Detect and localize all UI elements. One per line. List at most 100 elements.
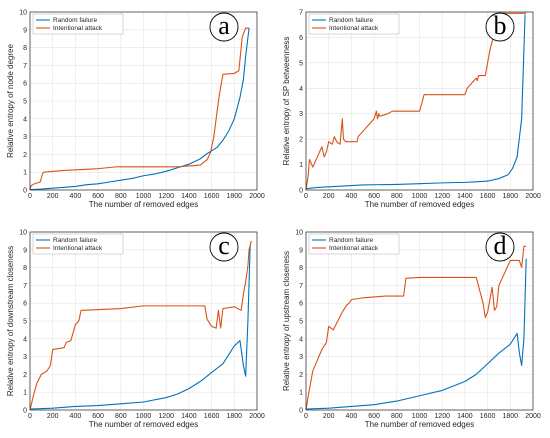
y-tick-label: 7 — [23, 63, 27, 70]
y-tick-label: 9 — [23, 247, 27, 254]
x-tick-label: 600 — [92, 193, 104, 200]
y-tick-label: 5 — [23, 99, 27, 106]
panel-letter-circle — [485, 232, 515, 262]
y-tick-label: 4 — [23, 336, 27, 343]
y-tick-label: 0 — [299, 188, 303, 195]
chart-panel-b: 0 200 400 600 800 1000 1200 1400 1600 1800 2000 0 1 2… — [282, 10, 541, 210]
y-tick-label: 6 — [23, 301, 27, 308]
y-tick-label: 1 — [299, 390, 303, 397]
y-axis-label: Relative entropy of SP betweenness — [282, 37, 291, 166]
x-tick-label: 1600 — [204, 193, 220, 200]
x-tick-label: 1800 — [227, 193, 243, 200]
x-tick-label: 600 — [368, 193, 380, 200]
legend-label-random-failure: Random failure — [329, 237, 373, 244]
y-tick-label: 6 — [23, 81, 27, 88]
y-tick-label: 8 — [299, 265, 303, 272]
axes-box — [29, 231, 258, 411]
x-tick-label: 2000 — [525, 413, 541, 420]
x-tick-label: 2000 — [249, 413, 265, 420]
legend-label-intentional-attack: Intentional attack — [329, 245, 379, 252]
panel-letter-circle — [209, 12, 239, 42]
x-tick-label: 1400 — [457, 193, 473, 200]
x-tick-label: 600 — [92, 413, 104, 420]
x-tick-label: 1200 — [434, 193, 450, 200]
x-tick-label: 1000 — [412, 193, 428, 200]
y-tick-label: 4 — [299, 86, 303, 93]
y-tick-label: 10 — [19, 230, 27, 237]
x-tick-label: 1200 — [434, 413, 450, 420]
y-tick-label: 6 — [299, 35, 303, 42]
x-tick-label: 200 — [323, 413, 335, 420]
x-tick-label: 2000 — [249, 193, 265, 200]
series-line-intentional-attack — [305, 12, 527, 191]
y-tick-label: 10 — [19, 10, 27, 17]
legend-label-random-failure: Random failure — [53, 237, 97, 244]
y-axis-label: Relative entropy of upstream closeness — [282, 251, 291, 391]
y-tick-label: 2 — [23, 372, 27, 379]
y-tick-label: 1 — [23, 170, 27, 177]
series-line-intentional-attack — [29, 240, 252, 411]
legend-label-intentional-attack: Intentional attack — [329, 25, 379, 32]
x-axis-label: The number of removed edges — [365, 420, 474, 429]
y-tick-label: 0 — [23, 188, 27, 195]
legend-label-random-failure: Random failure — [53, 17, 97, 24]
x-tick-label: 200 — [323, 193, 335, 200]
chart-panel-a: 0 200 400 600 800 1000 1200 1400 1600 1800 2000 0 1 2… — [6, 10, 265, 210]
panel-letter: a — [218, 11, 230, 40]
y-tick-label: 5 — [299, 319, 303, 326]
y-tick-label: 10 — [295, 230, 303, 237]
y-tick-label: 7 — [299, 10, 303, 17]
series-line-random-failure — [29, 27, 250, 191]
y-tick-label: 3 — [23, 354, 27, 361]
x-tick-label: 1800 — [503, 413, 519, 420]
x-tick-label: 200 — [47, 193, 59, 200]
y-tick-label: 8 — [23, 265, 27, 272]
x-tick-label: 800 — [391, 413, 403, 420]
legend-box — [32, 13, 124, 35]
x-tick-label: 1400 — [181, 193, 197, 200]
legend-box — [308, 233, 400, 255]
chart-panel-d: 0 200 400 600 800 1000 1200 1400 1600 1800 2000 0 1 2… — [282, 230, 541, 430]
x-axis-label: The number of removed edges — [89, 200, 198, 209]
x-tick-label: 800 — [391, 193, 403, 200]
axes-box — [305, 11, 534, 191]
x-tick-label: 400 — [346, 413, 358, 420]
y-tick-label: 9 — [299, 247, 303, 254]
panel-letter: d — [494, 231, 507, 260]
x-tick-label: 200 — [47, 413, 59, 420]
x-tick-label: 800 — [115, 413, 127, 420]
y-tick-label: 5 — [299, 60, 303, 67]
panel-letter: b — [494, 11, 507, 40]
legend-box — [32, 233, 124, 255]
y-tick-label: 9 — [23, 27, 27, 34]
x-tick-label: 1600 — [480, 193, 496, 200]
y-tick-label: 4 — [299, 336, 303, 343]
y-tick-label: 1 — [23, 390, 27, 397]
y-tick-label: 2 — [299, 137, 303, 144]
series-line-random-failure — [29, 244, 251, 410]
y-tick-label: 1 — [299, 162, 303, 169]
series-line-random-failure — [305, 258, 527, 410]
y-tick-label: 4 — [23, 116, 27, 123]
x-tick-label: 800 — [115, 193, 127, 200]
y-tick-label: 3 — [299, 111, 303, 118]
x-tick-label: 0 — [304, 193, 308, 200]
legend-box — [308, 13, 400, 35]
y-tick-label: 0 — [23, 408, 27, 415]
x-tick-label: 1000 — [136, 413, 152, 420]
x-tick-label: 2000 — [525, 193, 541, 200]
x-tick-label: 600 — [368, 413, 380, 420]
panel-letter: c — [218, 231, 230, 260]
legend-label-random-failure: Random failure — [329, 17, 373, 24]
y-tick-label: 0 — [299, 408, 303, 415]
x-tick-label: 1400 — [457, 413, 473, 420]
panel-letter-circle — [485, 12, 515, 42]
x-tick-label: 1200 — [158, 193, 174, 200]
x-tick-label: 1400 — [181, 413, 197, 420]
y-tick-label: 2 — [23, 152, 27, 159]
x-tick-label: 1800 — [227, 413, 243, 420]
y-tick-label: 2 — [299, 372, 303, 379]
y-tick-label: 5 — [23, 319, 27, 326]
x-tick-label: 1200 — [158, 413, 174, 420]
